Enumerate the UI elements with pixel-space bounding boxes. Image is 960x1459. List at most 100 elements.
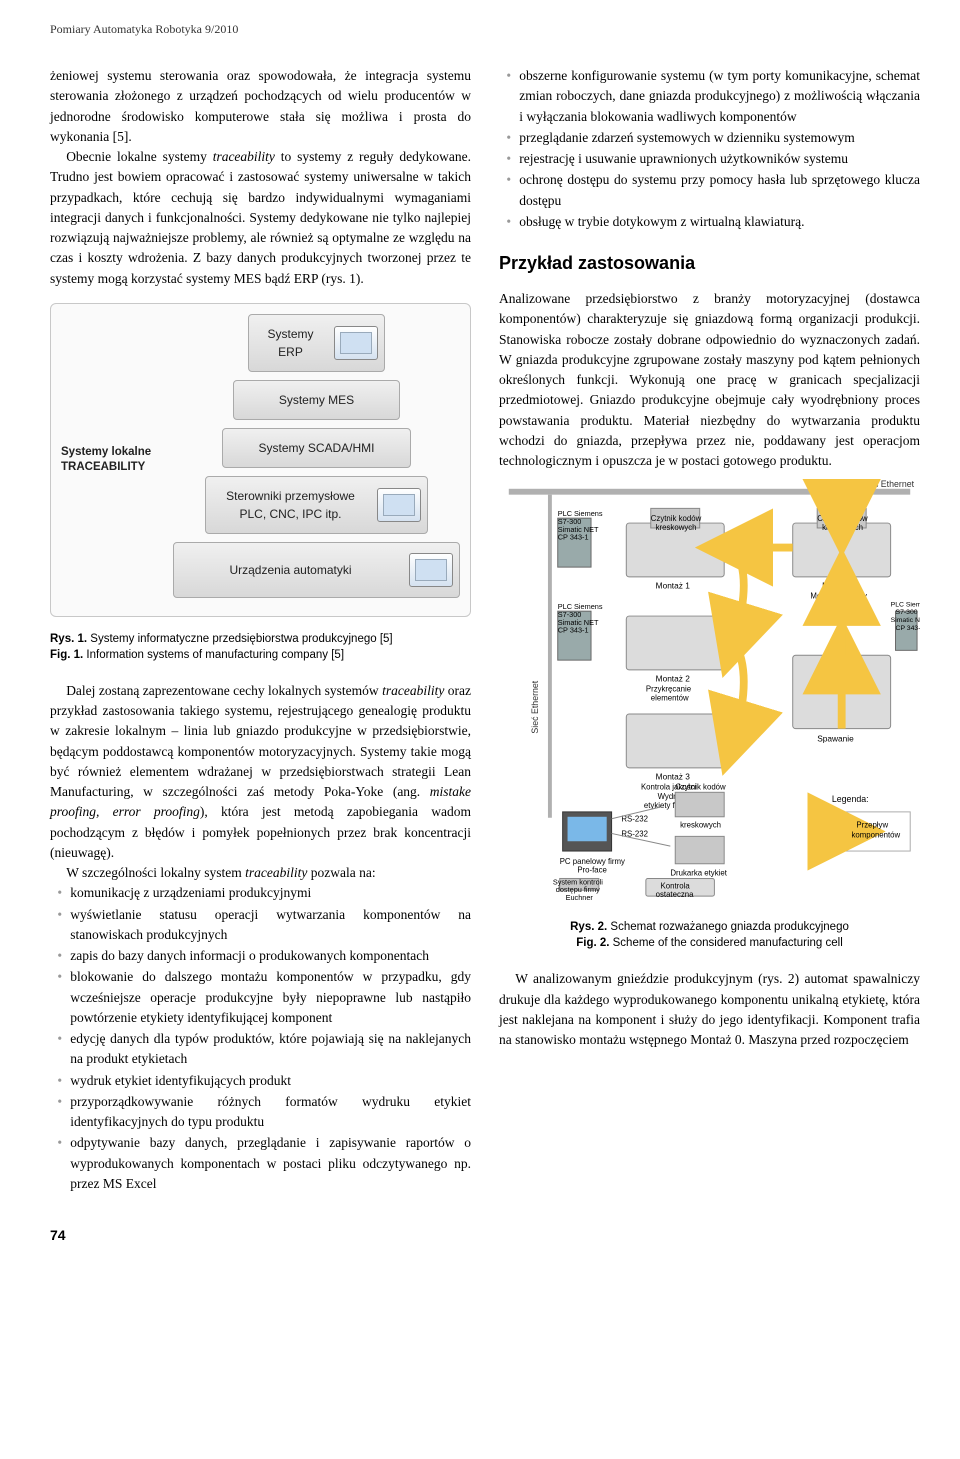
- italic-term: traceability: [213, 149, 275, 164]
- svg-text:kreskowych: kreskowych: [680, 821, 721, 830]
- figure-2-caption: Rys. 2. Schemat rozważanego gniazda prod…: [499, 919, 920, 951]
- tier-devices: Urządzenia automatyki: [173, 542, 460, 598]
- svg-text:CP 343-1: CP 343-1: [558, 533, 589, 542]
- list-item: wydruk etykiet identyfikujących produkt: [62, 1071, 471, 1091]
- svg-text:Drukarka etykiet: Drukarka etykiet: [670, 869, 727, 878]
- caption-prefix: Fig. 2.: [576, 937, 612, 949]
- svg-text:Simatic NET: Simatic NET: [891, 617, 920, 624]
- right-bullet-list: obszerne konfigurowanie systemu (w tym p…: [499, 66, 920, 232]
- svg-text:komponentów: komponentów: [851, 831, 900, 840]
- left-para-4: W szczególności lokalny system traceabil…: [50, 863, 471, 883]
- tier-label: Sterowniki przemysłowe PLC, CNC, IPC itp…: [212, 487, 370, 523]
- tier-scada: Systemy SCADA/HMI: [222, 428, 411, 468]
- italic-term: traceability: [245, 865, 307, 880]
- caption-prefix: Rys. 1.: [50, 633, 90, 645]
- plc-box-1: PLC Siemens S7-300 Simatic NET CP 343-1: [558, 509, 603, 567]
- tier-mes: Systemy MES: [233, 380, 399, 420]
- svg-text:Sieć Ethernet: Sieć Ethernet: [530, 680, 540, 733]
- list-item: przeglądanie zdarzeń systemowych w dzien…: [511, 128, 920, 148]
- list-item: edycję danych dla typów produktów, które…: [62, 1029, 471, 1070]
- caption-text: Information systems of manufacturing com…: [86, 649, 344, 661]
- tier-plc: Sterowniki przemysłowe PLC, CNC, IPC itp…: [205, 476, 429, 534]
- tier-label: Systemy SCADA/HMI: [229, 439, 404, 457]
- caption-prefix: Fig. 1.: [50, 649, 86, 661]
- plc-box-2: PLC Siemens S7-300 Simatic NET CP 343-1: [558, 602, 603, 660]
- printer: Drukarka etykiet: [670, 837, 727, 878]
- text-span: oraz przykład zastosowania takiego syste…: [50, 683, 471, 799]
- svg-text:PLC Siemens: PLC Siemens: [891, 602, 920, 609]
- svg-text:Legenda:: Legenda:: [832, 794, 869, 804]
- computer-icon: [334, 326, 378, 360]
- left-para-3: Dalej zostaną zaprezentowane cechy lokal…: [50, 681, 471, 863]
- list-item: blokowanie do dalszego montażu komponent…: [62, 967, 471, 1028]
- right-para-last: W analizowanym gnieździe produkcyjnym (r…: [499, 969, 920, 1050]
- text-span: W analizowanym gnieździe produkcyjnym (r…: [499, 971, 920, 1047]
- motor-icon: [409, 553, 453, 587]
- left-para-2: Obecnie lokalne systemy traceability to …: [50, 147, 471, 289]
- caption-text: Scheme of the considered manufacturing c…: [613, 937, 843, 949]
- svg-text:kreskowych: kreskowych: [656, 523, 697, 532]
- svg-text:Przepływ: Przepływ: [856, 821, 888, 830]
- left-bullet-list: komunikację z urządzeniami produkcyjnymi…: [50, 883, 471, 1194]
- station-2: Montaż 2 Przykręcanie elementów: [626, 616, 724, 702]
- page: Pomiary Automatyka Robotyka 9/2010 żenio…: [0, 0, 960, 1266]
- station-right-1: Czytnik kodów kreskowych Montaż 0 Montaż…: [793, 509, 891, 601]
- list-item: rejestrację i usuwanie uprawnionych użyt…: [511, 149, 920, 169]
- list-item: odpytywanie bazy danych, przeglądanie i …: [62, 1133, 471, 1194]
- list-item: zapis do bazy danych informacji o produk…: [62, 946, 471, 966]
- ethernet-label: Sieć Ethernet: [861, 479, 914, 489]
- svg-text:elementów: elementów: [651, 694, 689, 703]
- svg-text:Przykręcanie: Przykręcanie: [646, 685, 691, 694]
- svg-text:CP 343-1: CP 343-1: [558, 626, 589, 635]
- journal-header: Pomiary Automatyka Robotyka 9/2010: [50, 20, 920, 38]
- svg-text:Czytnik kodów: Czytnik kodów: [675, 783, 726, 792]
- tier-erp: Systemy ERP: [248, 314, 386, 372]
- tier-label: Systemy MES: [240, 391, 392, 409]
- svg-text:RS-232: RS-232: [621, 830, 648, 839]
- caption-prefix: Rys. 2.: [570, 921, 610, 933]
- left-para-1: żeniowej systemu sterowania oraz spowodo…: [50, 66, 471, 147]
- svg-text:ostateczna: ostateczna: [656, 890, 695, 899]
- station-1: Czytnik kodów kreskowych Montaż 1: [626, 509, 724, 591]
- left-column: żeniowej systemu sterowania oraz spowodo…: [50, 66, 471, 1195]
- italic-term: traceability: [382, 683, 444, 698]
- svg-text:Kontrola: Kontrola: [661, 882, 691, 891]
- pc-panel: PC panelowy firmy Pro-face: [560, 812, 625, 875]
- svg-text:Montaż 3: Montaż 3: [656, 772, 691, 782]
- final-control: Kontrola ostateczna: [646, 879, 715, 900]
- text-span: pozwala na:: [307, 865, 375, 880]
- svg-text:Montaż 2: Montaż 2: [656, 674, 691, 684]
- svg-text:Euchner: Euchner: [566, 893, 594, 900]
- svg-text:S7-300: S7-300: [896, 609, 918, 616]
- tier-label: Urządzenia automatyki: [180, 561, 401, 579]
- legend: Legenda: Przepływ komponentów: [812, 794, 910, 851]
- plc-icon: [377, 488, 421, 522]
- svg-text:Spawanie: Spawanie: [817, 734, 854, 744]
- tier-label: Systemy ERP: [255, 325, 327, 361]
- list-item: komunikację z urządzeniami produkcyjnymi: [62, 883, 471, 903]
- list-item: wyświetlanie statusu operacji wytwarzani…: [62, 905, 471, 946]
- list-item: ochronę dostępu do systemu przy pomocy h…: [511, 170, 920, 211]
- access-system: System kontroli dostępu firmy Euchner: [553, 878, 603, 901]
- text-span: to systemy z reguły dedykowane. Trudno j…: [50, 149, 471, 286]
- text-span: Dalej zostaną zaprezentowane cechy lokal…: [66, 683, 382, 698]
- two-column-layout: żeniowej systemu sterowania oraz spowodo…: [50, 66, 920, 1195]
- list-item: obsługę w trybie dotykowym z wirtualną k…: [511, 212, 920, 232]
- text-span: Obecnie lokalne systemy: [66, 149, 213, 164]
- svg-text:RS-232: RS-232: [621, 815, 648, 824]
- figure-2: Sieć Ethernet Sieć Ethernet PLC Siemens …: [499, 479, 920, 905]
- list-item: przyporządkowywanie różnych formatów wyd…: [62, 1092, 471, 1133]
- figure-1-caption: Rys. 1. Systemy informatyczne przedsiębi…: [50, 631, 471, 663]
- fig1-side-label: Systemy lokalne TRACEABILITY: [61, 445, 161, 475]
- section-heading: Przykład zastosowania: [499, 250, 920, 277]
- svg-text:PC panelowy firmy: PC panelowy firmy: [560, 857, 625, 866]
- text-span: W szczególności lokalny system: [66, 865, 245, 880]
- svg-text:Pro-face: Pro-face: [577, 866, 607, 875]
- list-item: obszerne konfigurowanie systemu (w tym p…: [511, 66, 920, 127]
- page-number: 74: [50, 1225, 920, 1246]
- svg-text:kreskowych: kreskowych: [822, 523, 863, 532]
- caption-text: Systemy informatyczne przedsiębiorstwa p…: [90, 633, 392, 645]
- right-column: obszerne konfigurowanie systemu (w tym p…: [499, 66, 920, 1195]
- barcode-reader-bottom: Czytnik kodów kreskowych: [675, 783, 726, 830]
- svg-text:Montaż 1: Montaż 1: [656, 581, 691, 591]
